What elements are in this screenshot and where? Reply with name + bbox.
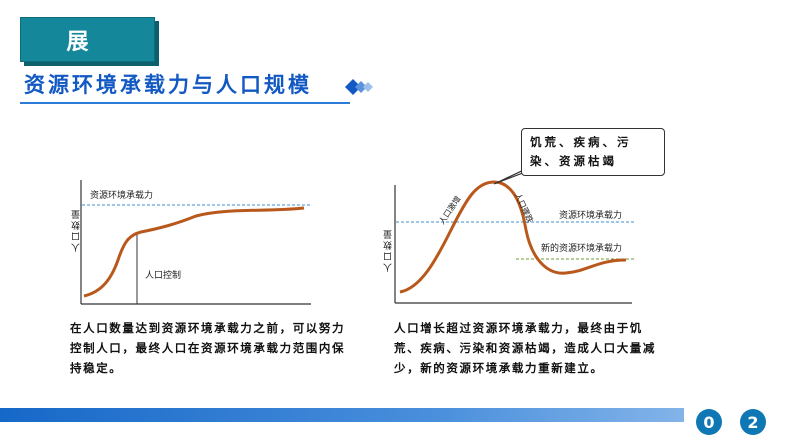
page-title: 资源环境承载力与人口规模 [24,72,312,97]
section-label: 展 [66,29,89,55]
chart2-y-axis-label: 人口数量 [384,228,394,272]
chart1-diagram [80,180,311,305]
chart1-y-axis-label: 人口数量 [72,208,82,252]
chart1-description: 在人口数量达到资源环境承载力之前，可以努力控制人口，最终人口在资源环境承载力范围… [70,321,346,375]
callout-line1: 饥荒、疾病、污 [530,135,632,149]
footer-bar [0,408,794,422]
chart1-control-label: 人口控制 [145,271,182,281]
page-number-digit-1: 0 [696,409,722,435]
chart2-diagram [394,180,634,304]
chart2-callout: 饥荒、疾病、污 染、资源枯竭 [521,128,665,176]
chart2-description: 人口增长超过资源环境承载力，最终由于饥荒、疾病、污染和资源枯竭，造成人口大量减少… [394,321,656,375]
chart2-population-curve [399,180,627,294]
chart2-capacity-label: 资源环境承载力 [559,211,623,221]
chart1-population-curve [83,206,305,298]
chart1-capacity-label: 资源环境承载力 [90,191,154,201]
title-underline [20,102,350,104]
chart2-new-capacity-label: 新的资源环境承载力 [541,244,623,254]
callout-line2: 染、资源枯竭 [530,154,617,168]
diamond-icon [345,79,373,95]
page-number-digit-2: 2 [740,409,766,435]
section-box: 展 [20,17,155,62]
